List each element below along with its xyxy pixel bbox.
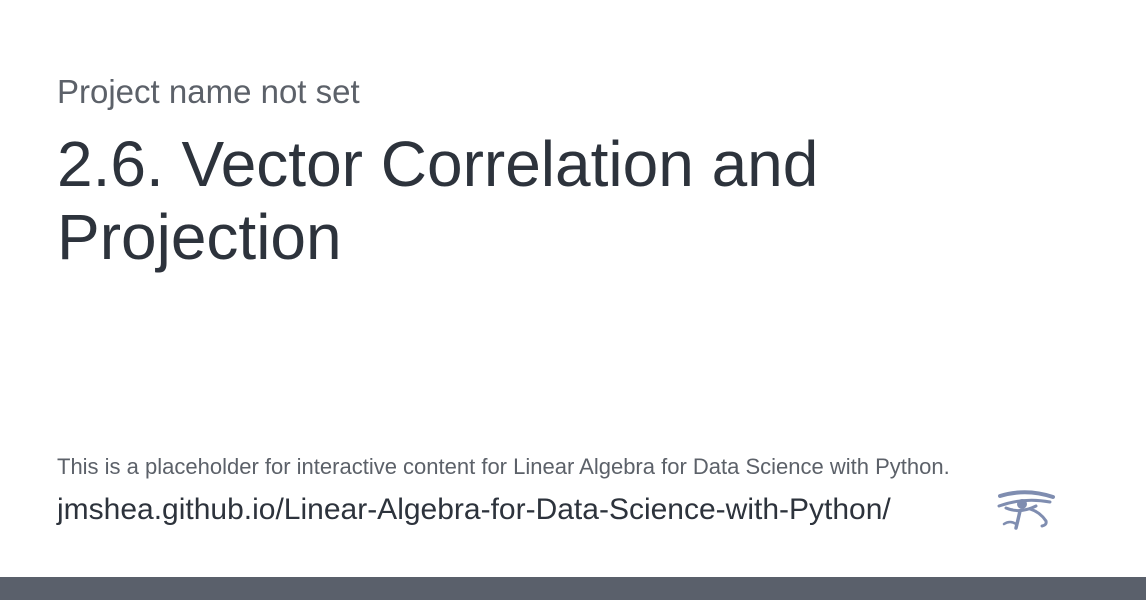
project-name: Project name not set bbox=[57, 73, 360, 110]
page-title: 2.6. Vector Correlation and Projection bbox=[57, 128, 819, 273]
eye-of-horus-icon bbox=[997, 490, 1055, 530]
site-description: This is a placeholder for interactive co… bbox=[57, 454, 950, 479]
site-url-link[interactable]: jmshea.github.io/Linear-Algebra-for-Data… bbox=[57, 493, 891, 526]
footer-bar bbox=[0, 577, 1146, 600]
